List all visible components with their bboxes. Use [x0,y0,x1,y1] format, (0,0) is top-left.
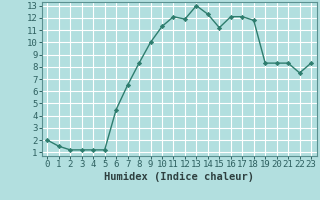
X-axis label: Humidex (Indice chaleur): Humidex (Indice chaleur) [104,172,254,182]
